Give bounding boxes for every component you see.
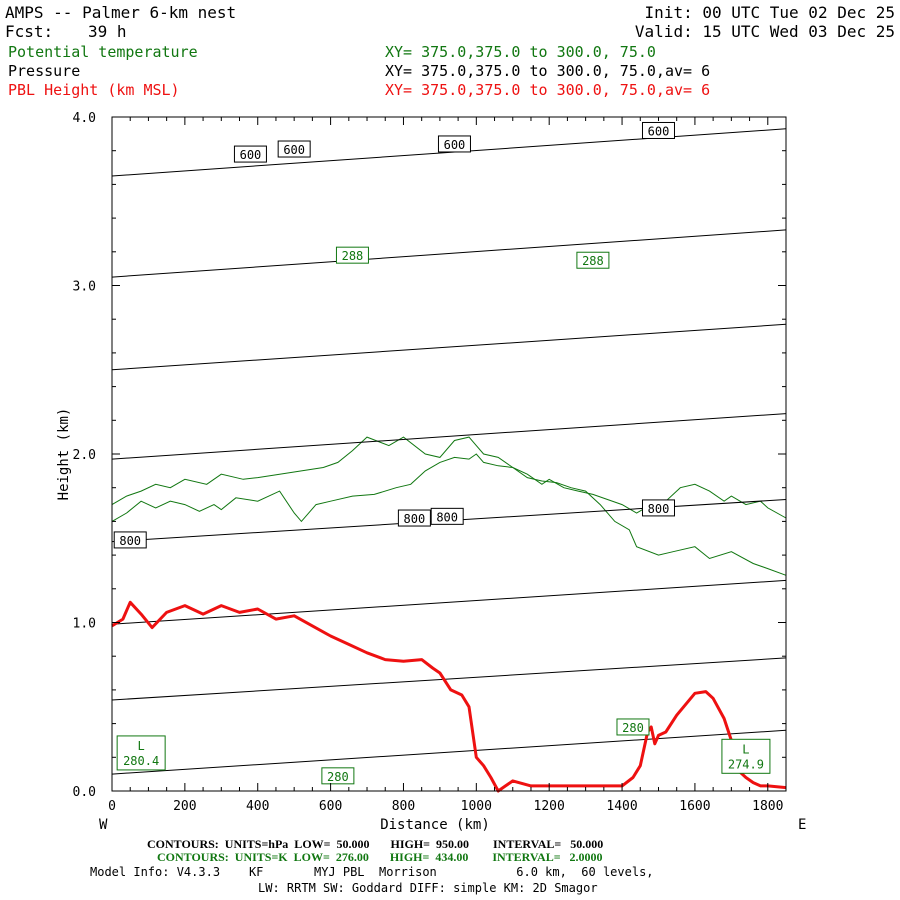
y-tick-label: 2.0	[73, 448, 96, 463]
x-tick-label: 1000	[461, 799, 492, 814]
forecast-label: Fcst:	[5, 22, 53, 41]
pressure-contour-label-box	[233, 145, 267, 163]
pressure-contour-label: 600	[283, 143, 305, 157]
extremum-letter: L	[138, 739, 145, 753]
x-tick-label: 1400	[606, 799, 637, 814]
pressure-contour-label: 800	[648, 502, 670, 516]
forecast-value: 39 h	[88, 22, 127, 41]
extremum-value: 280.4	[123, 754, 159, 768]
pressure-contour-1	[111, 229, 787, 278]
y-tick-label: 3.0	[73, 280, 96, 295]
field-name-pbl: PBL Height (km MSL)	[8, 81, 180, 99]
pressure-contour-3	[111, 413, 787, 460]
extremum-letter: L	[742, 742, 749, 756]
pressure-contour-2	[111, 323, 787, 371]
pressure-contour-6	[111, 657, 787, 701]
x-tick-label: 1600	[679, 799, 710, 814]
extremum-value: 274.9	[728, 757, 764, 771]
theta-contour-label: 280	[622, 721, 644, 735]
pressure-contour-label: 800	[436, 510, 458, 524]
plot-frame	[111, 116, 787, 792]
theta-contour-label: 280	[327, 770, 349, 784]
y-tick-label: 0.0	[73, 785, 96, 800]
theta-contour-label-box	[616, 718, 650, 736]
init-time: Init: 00 UTC Tue 02 Dec 25	[645, 3, 895, 22]
theta-contour-label: 288	[582, 254, 604, 268]
pressure-contour-label: 800	[119, 534, 141, 548]
pressure-contour-label-box	[437, 135, 471, 153]
pbl-height-line	[111, 600, 787, 793]
x-tick-label: 1200	[534, 799, 565, 814]
field-xy-pressure: XY= 375.0,375.0 to 300.0, 75.0,av= 6	[385, 62, 710, 80]
footer-model-info: Model Info: V4.3.3 KF MYJ PBL Morrison 6…	[90, 865, 654, 879]
theta-contour-0	[111, 453, 787, 523]
theta-contours	[111, 436, 787, 576]
extremum-box	[116, 735, 166, 771]
pressure-contour-label-box	[397, 509, 431, 527]
pressure-contour-7	[111, 729, 787, 775]
pressure-contour-label-box	[277, 140, 311, 158]
pressure-contour-5	[111, 579, 787, 625]
field-name-theta: Potential temperature	[8, 43, 198, 61]
x-tick-label: 600	[319, 799, 342, 814]
x-tick-label: 0	[108, 799, 116, 814]
direction-west: W	[99, 817, 108, 833]
y-axis-title: Height (km)	[56, 408, 72, 501]
model-title: AMPS -- Palmer 6-km nest	[5, 3, 236, 22]
axes: 0 200 400 600 800 1000 1200 1400 1600 1800 0.0 1.0 2…	[73, 111, 786, 814]
field-xy-theta: XY= 375.0,375.0 to 300.0, 75.0	[385, 43, 656, 61]
y-tick-label: 1.0	[73, 617, 96, 632]
x-tick-label: 800	[392, 799, 415, 814]
x-tick-label: 200	[173, 799, 196, 814]
x-axis-title: Distance (km)	[380, 817, 490, 833]
field-name-pressure: Pressure	[8, 62, 80, 80]
x-tick-label: 400	[246, 799, 269, 814]
pbl-height-series	[111, 600, 787, 793]
pressure-contours	[111, 128, 787, 775]
direction-east: E	[798, 817, 806, 833]
theta-contour-label: 288	[342, 249, 364, 263]
y-tick-label: 4.0	[73, 111, 96, 126]
field-xy-pbl: XY= 375.0,375.0 to 300.0, 75.0,av= 6	[385, 81, 710, 99]
footer-theta-contours: CONTOURS: UNITS=K LOW= 276.00 HIGH= 434.…	[157, 850, 603, 864]
pressure-contour-label-box	[430, 507, 464, 525]
pressure-contour-label-box	[641, 499, 675, 517]
theta-contour-1	[111, 436, 787, 576]
valid-time: Valid: 15 UTC Wed 03 Dec 25	[635, 22, 895, 41]
theta-contour-label-box	[321, 767, 355, 785]
pressure-contour-label: 800	[404, 512, 426, 526]
extremum-box	[721, 738, 771, 774]
x-tick-label: 1800	[752, 799, 783, 814]
pressure-contour-label-box	[641, 121, 675, 139]
pressure-contour-label: 600	[444, 138, 466, 152]
pressure-contour-label: 600	[648, 124, 670, 138]
pressure-contour-label: 600	[240, 148, 262, 162]
pressure-contour-label-box	[113, 531, 147, 549]
footer-physics-info: LW: RRTM SW: Goddard DIFF: simple KM: 2D…	[258, 881, 598, 895]
theta-contour-label-box	[576, 251, 610, 269]
footer-pressure-contours: CONTOURS: UNITS=hPa LOW= 50.000 HIGH= 95…	[147, 837, 603, 851]
theta-contour-label-box	[335, 246, 369, 264]
